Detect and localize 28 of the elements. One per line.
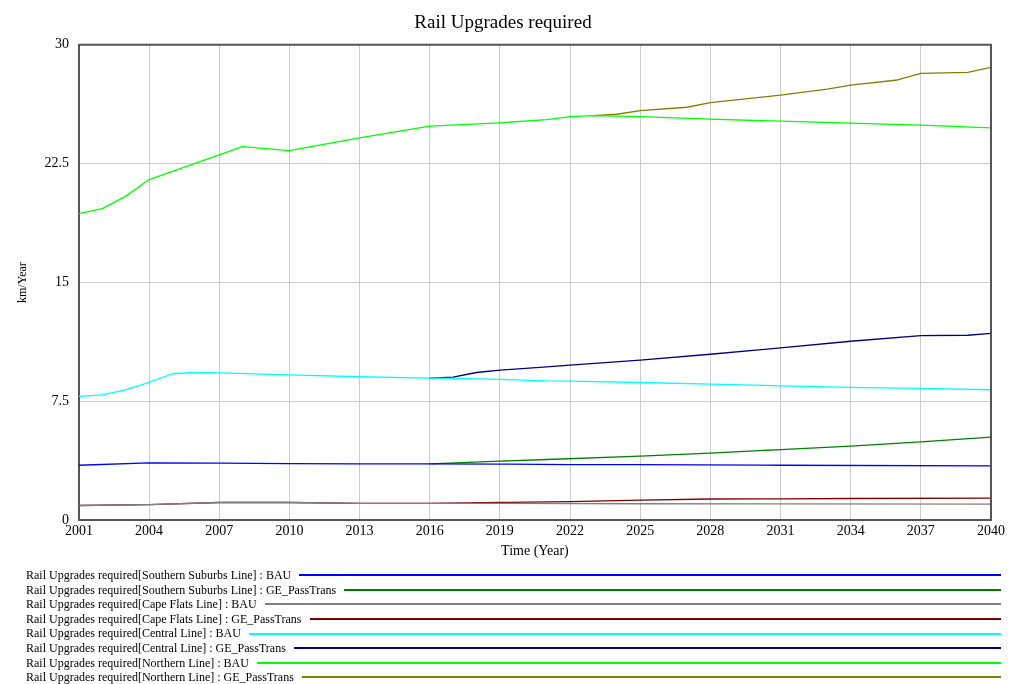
legend-label: Rail Upgrades required[Central Line] : GE_PassTrans <box>26 640 286 656</box>
legend-label: Rail Upgrades required[Northern Line] : GE_PassTrans <box>26 670 294 684</box>
y-tick-label: 22.5 <box>44 155 69 171</box>
x-tick-label: 2007 <box>205 523 234 539</box>
x-tick-label: 2040 <box>977 523 1005 539</box>
y-tick-label: 30 <box>54 36 69 52</box>
x-tick-label: 2034 <box>836 523 865 539</box>
y-tick-label: 15 <box>54 274 69 290</box>
y-tick-label: 7.5 <box>51 393 69 409</box>
x-tick-label: 2037 <box>906 523 935 539</box>
x-tick-label: 2028 <box>696 523 725 539</box>
legend-label: Rail Upgrades required[Southern Suburbs Line] : BAU <box>26 568 292 583</box>
y-axis-title: km/Year <box>15 262 30 303</box>
x-tick-label: 2004 <box>135 523 164 539</box>
x-axis-title: Time (Year) <box>501 543 570 560</box>
x-tick-label: 2019 <box>485 523 514 539</box>
legend-label: Rail Upgrades required[Southern Suburbs Line] : GE_PassTrans <box>26 582 337 598</box>
legend-label: Rail Upgrades required[Cape Flats Line] : GE_PassTrans <box>26 611 302 627</box>
legend-label: Rail Upgrades required[Central Line] : BAU <box>26 626 241 641</box>
x-tick-label: 2031 <box>766 523 795 539</box>
chart-title: Rail Upgrades required <box>414 11 593 33</box>
x-tick-label: 2022 <box>556 523 585 539</box>
x-tick-label: 2016 <box>415 523 444 539</box>
x-tick-label: 2013 <box>345 523 374 539</box>
legend-label: Rail Upgrades required[Northern Line] : BAU <box>26 655 249 671</box>
legend-label: Rail Upgrades required[Cape Flats Line] : BAU <box>26 597 257 612</box>
x-tick-label: 2025 <box>626 523 655 539</box>
x-tick-label: 2010 <box>275 523 304 539</box>
